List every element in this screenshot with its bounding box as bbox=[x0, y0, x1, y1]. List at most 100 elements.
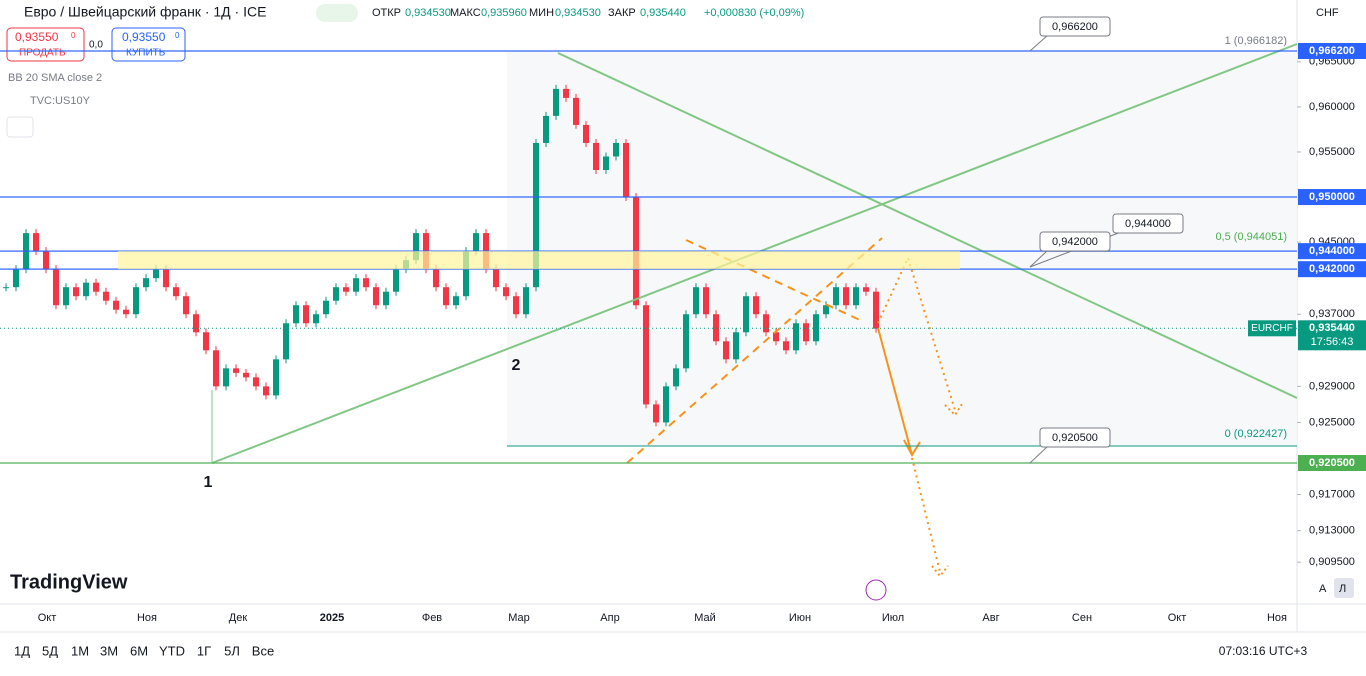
marks bbox=[3, 84, 879, 427]
y-tick-label: 0,925000 bbox=[1309, 416, 1355, 428]
candle bbox=[603, 156, 609, 171]
candle bbox=[103, 291, 109, 301]
trend-line bbox=[557, 52, 1298, 399]
projection bbox=[911, 457, 941, 573]
indicator: TVC:US10Y bbox=[30, 95, 91, 107]
stat: ОТКР bbox=[372, 7, 401, 19]
buy-price: 0,93550 bbox=[122, 30, 166, 44]
level-label: 0,944000 bbox=[1309, 245, 1355, 257]
sell-label: ПРОДАТЬ bbox=[19, 48, 66, 59]
stat: 0,935440 bbox=[640, 7, 686, 19]
period-button[interactable]: 1Д bbox=[14, 643, 30, 658]
level-label-bg bbox=[1298, 189, 1366, 206]
stat: 0,935960 bbox=[481, 7, 527, 19]
current-timer: 17:56:43 bbox=[1311, 336, 1354, 348]
candle bbox=[543, 115, 549, 143]
period-button[interactable]: 5Д bbox=[42, 643, 58, 658]
channel-line bbox=[626, 237, 883, 464]
x-tick-label: Мар bbox=[508, 612, 530, 624]
candle bbox=[823, 305, 829, 315]
callout-text: 0,942000 bbox=[1052, 236, 1098, 248]
candle bbox=[173, 287, 179, 297]
callout-pointer bbox=[1029, 445, 1049, 464]
candle bbox=[153, 269, 159, 279]
candle bbox=[203, 332, 209, 351]
candle bbox=[433, 269, 439, 288]
candle bbox=[383, 291, 389, 306]
period-button[interactable]: YTD bbox=[159, 643, 185, 658]
point-marker: 1 bbox=[204, 474, 213, 491]
candle bbox=[303, 305, 309, 324]
symbol: Евро / Швейцарский франк · 1Д · ICE bbox=[24, 4, 266, 20]
event-icon[interactable] bbox=[865, 579, 887, 601]
candle bbox=[553, 88, 559, 116]
fib-label: 0,5 (0,944051) bbox=[1215, 231, 1287, 243]
candle bbox=[873, 291, 879, 329]
fib-label: 0 (0,922427) bbox=[1225, 428, 1287, 440]
period-button[interactable]: 3М bbox=[100, 643, 118, 658]
candle bbox=[613, 142, 619, 157]
candle bbox=[123, 309, 129, 315]
candle bbox=[253, 377, 259, 387]
candle bbox=[13, 269, 19, 288]
x-tick-label: Авг bbox=[982, 612, 999, 624]
period-button[interactable]: 6М bbox=[130, 643, 148, 658]
period-button[interactable]: 5Л bbox=[224, 643, 240, 658]
spread: 0,0 bbox=[89, 40, 103, 51]
candle bbox=[63, 287, 69, 306]
point-marker: 2 bbox=[512, 357, 521, 374]
y-tick-label: 0,937000 bbox=[1309, 308, 1355, 320]
stat: МИН bbox=[529, 7, 554, 19]
period-button[interactable]: 1М bbox=[71, 643, 89, 658]
candle bbox=[643, 305, 649, 405]
x-tick-label: Ноя bbox=[1267, 612, 1287, 624]
change: +0,000830 (+0,09%) bbox=[704, 7, 804, 19]
candle bbox=[853, 287, 859, 306]
candle bbox=[843, 287, 849, 306]
x-tick-label: Фев bbox=[422, 612, 442, 624]
x-tick-label: Окт bbox=[1168, 612, 1187, 624]
sell-price: 0,93550 bbox=[15, 30, 59, 44]
collapse-button[interactable] bbox=[6, 116, 34, 138]
auto-button[interactable]: A bbox=[1319, 583, 1327, 595]
candle bbox=[93, 282, 99, 292]
candle bbox=[663, 386, 669, 423]
candle bbox=[693, 287, 699, 315]
candle bbox=[453, 296, 459, 306]
candle bbox=[313, 314, 319, 324]
level-label-bg bbox=[1298, 261, 1366, 278]
candle bbox=[83, 282, 89, 297]
buy-sup: 0 bbox=[175, 31, 180, 40]
level-label-bg bbox=[1298, 43, 1366, 59]
candle bbox=[783, 341, 789, 351]
candle bbox=[113, 300, 119, 310]
y-tick-label: 0,909500 bbox=[1309, 556, 1355, 568]
projection-head bbox=[931, 565, 949, 578]
sell-button[interactable] bbox=[6, 27, 85, 62]
fib-label: 1 (0,966182) bbox=[1225, 35, 1287, 47]
candle bbox=[213, 350, 219, 387]
candle bbox=[793, 323, 799, 351]
buy-button[interactable] bbox=[111, 27, 186, 62]
candle bbox=[493, 269, 499, 288]
candle bbox=[393, 269, 399, 292]
candle bbox=[193, 314, 199, 333]
candle bbox=[773, 332, 779, 342]
y-tick-label: 0,913000 bbox=[1309, 525, 1355, 537]
candle bbox=[293, 305, 299, 324]
candle bbox=[183, 296, 189, 315]
callout-pointer bbox=[1029, 34, 1049, 52]
candle bbox=[593, 142, 599, 171]
y-tick-label: 0,960000 bbox=[1309, 101, 1355, 113]
y-tick-label: 0,955000 bbox=[1309, 146, 1355, 158]
y-tick-label: 0,917000 bbox=[1309, 488, 1355, 500]
level-label: 0,942000 bbox=[1309, 263, 1355, 275]
level-label-bg bbox=[1298, 243, 1366, 260]
log-button[interactable]: Л bbox=[1339, 583, 1346, 595]
candle bbox=[833, 287, 839, 306]
candle bbox=[3, 287, 9, 289]
period-button[interactable]: 1Г bbox=[197, 643, 211, 658]
log-bg bbox=[1334, 578, 1354, 598]
period-button[interactable]: Все bbox=[252, 643, 274, 658]
